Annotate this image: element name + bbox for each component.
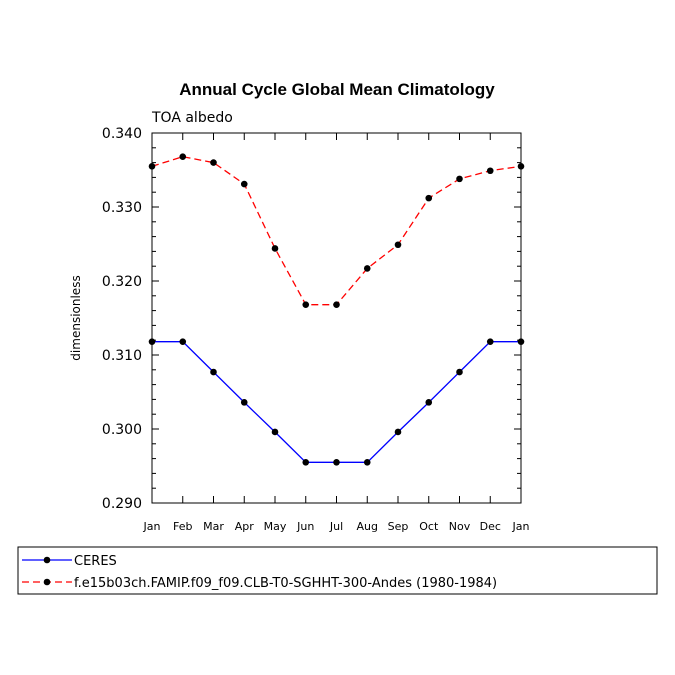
x-tick-label: Nov	[449, 520, 471, 533]
x-tick-label: Jul	[329, 520, 343, 533]
y-axis-label: dimensionless	[69, 275, 83, 360]
series-0-point	[486, 338, 494, 345]
series-1-point	[363, 265, 371, 272]
y-tick-label: 0.290	[102, 496, 142, 512]
x-tick-label: Apr	[235, 520, 255, 533]
series-line-1	[151, 156, 522, 306]
legend: CERES f.e15b03ch.FAMIP.f09_f09.CLB-T0-SGH…	[22, 554, 497, 591]
series-1-point	[517, 163, 525, 170]
series-0-point	[240, 399, 248, 406]
series-1-point	[486, 167, 494, 175]
x-tick-label: Oct	[419, 520, 439, 533]
series-1-point	[271, 245, 279, 252]
series-1-point	[394, 241, 402, 249]
series-0-point	[179, 338, 187, 345]
x-tick-label: Dec	[480, 520, 501, 533]
x-tick-label: Jan	[143, 520, 161, 533]
x-tick-label: May	[264, 520, 287, 533]
x-tick-label: Jun	[296, 520, 314, 533]
x-tick-label: Aug	[357, 520, 378, 533]
series-0-point	[517, 338, 525, 345]
y-tick-label: 0.310	[102, 348, 142, 364]
x-tick-label: Sep	[388, 520, 409, 533]
series-line-0	[152, 341, 521, 463]
series-0-point	[363, 459, 371, 466]
series-0-point	[394, 428, 402, 436]
legend-label-1: f.e15b03ch.FAMIP.f09_f09.CLB-T0-SGHHT-30…	[74, 576, 497, 591]
x-tick-label: Mar	[203, 520, 224, 533]
chart-title: Annual Cycle Global Mean Climatology	[179, 80, 495, 99]
series-1-point	[456, 175, 463, 183]
legend-label-0: CERES	[74, 554, 117, 569]
series-1-point	[240, 180, 248, 188]
series-1-point	[179, 153, 187, 160]
y-tick-label: 0.300	[102, 422, 142, 438]
series-0-point	[333, 459, 340, 466]
y-tick-label: 0.330	[102, 200, 142, 216]
series-0-point	[210, 368, 217, 376]
plot-frame	[151, 132, 522, 504]
legend-marker-0	[43, 556, 51, 564]
series-1-point	[210, 159, 217, 166]
series-0-point	[302, 459, 310, 466]
y-tick-label: 0.340	[102, 126, 142, 142]
y-axis-ticks: 0.290 0.300 0.310 0.320 0.330 0.340	[102, 126, 521, 512]
x-tick-label: Jan	[512, 520, 530, 533]
series-0-point	[271, 428, 279, 436]
y-tick-label: 0.320	[102, 274, 142, 290]
series-0-point	[148, 338, 156, 345]
series-1-point	[148, 163, 156, 170]
x-axis-ticks: Jan Feb Mar Apr May Jun Jul Aug Sep Oct Nov Dec Jan	[143, 133, 530, 533]
chart-subtitle: TOA albedo	[151, 110, 233, 126]
legend-box	[17, 546, 658, 595]
series-0-point	[456, 368, 463, 376]
series-1-point	[302, 301, 310, 308]
x-tick-label: Feb	[173, 520, 192, 533]
series-1-point	[425, 194, 433, 202]
series-1-point	[333, 301, 340, 308]
series-0-point	[425, 399, 433, 406]
legend-marker-1	[43, 578, 51, 586]
series-layer	[148, 153, 525, 466]
